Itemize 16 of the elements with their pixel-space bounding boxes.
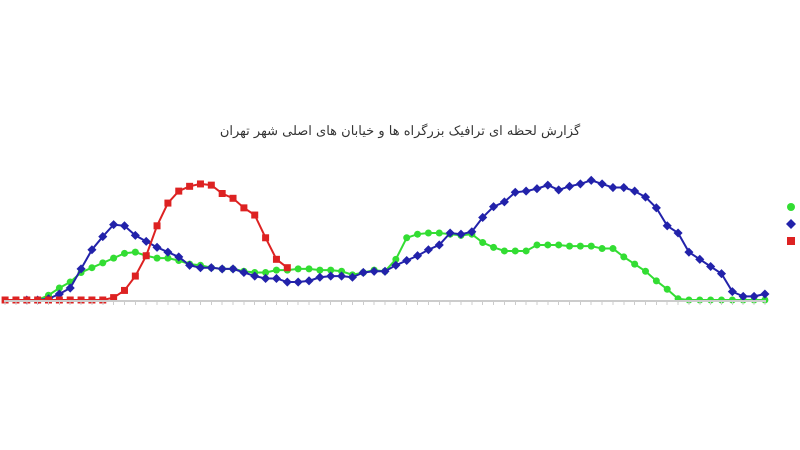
point: [208, 182, 215, 189]
point: [251, 212, 258, 219]
point: [196, 180, 204, 188]
point: [262, 234, 270, 242]
point: [284, 264, 291, 272]
point: [240, 204, 248, 212]
point: [175, 188, 182, 195]
point: [132, 272, 139, 280]
point: [272, 256, 280, 263]
chart-title: گزارش لحظه ای ترافیک بزرگراه ها و خیابان های اصلی شهر تهران: [220, 123, 581, 140]
point: [164, 200, 172, 207]
point: [154, 222, 161, 230]
point: [186, 182, 194, 190]
point: [230, 194, 237, 202]
point: [120, 286, 128, 294]
point: [218, 190, 226, 197]
